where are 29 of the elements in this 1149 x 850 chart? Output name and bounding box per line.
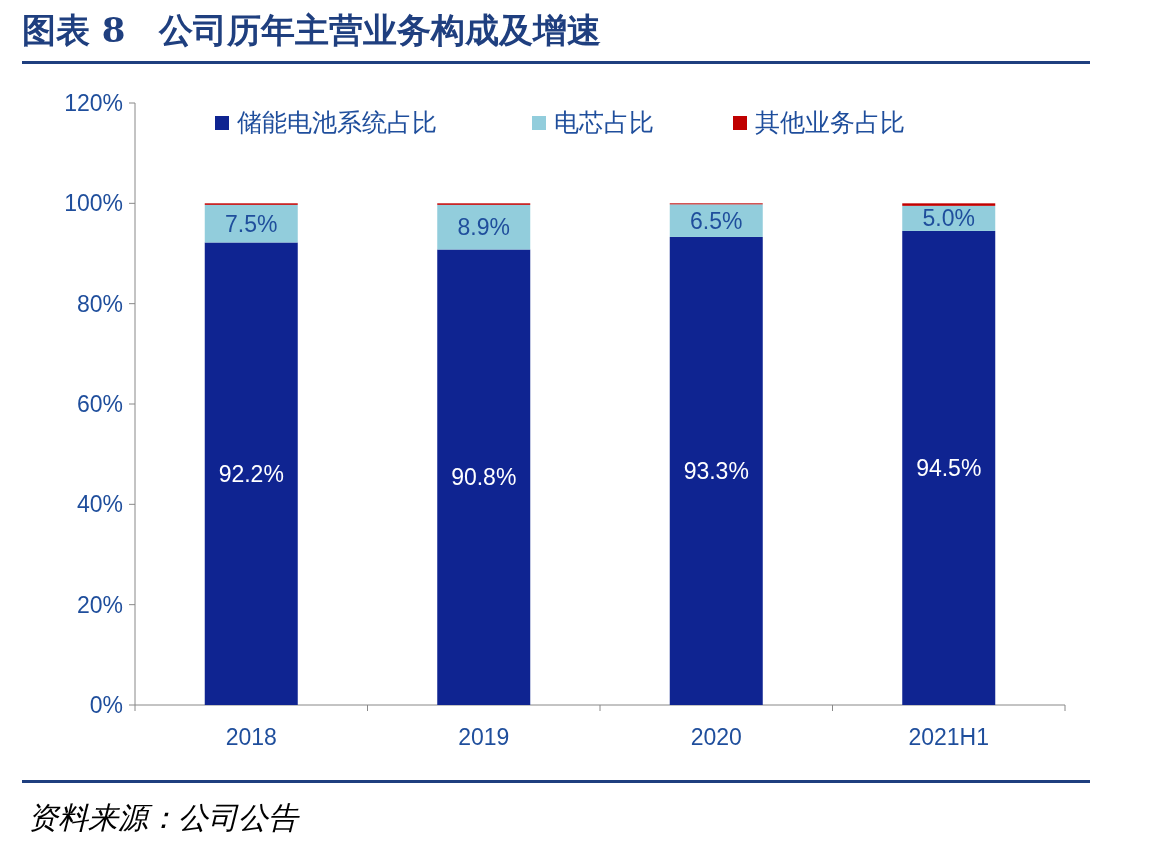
- text: 资料来源：公司公告: [28, 800, 300, 835]
- y-tick-label: 100%: [64, 190, 123, 217]
- legend-label: 电芯占比: [554, 108, 654, 136]
- legend-label: 其他业务占比: [755, 108, 905, 136]
- x-tick-label: 2019: [458, 724, 510, 750]
- y-tick-label: 0%: [89, 692, 123, 718]
- y-tick-label: 80%: [76, 290, 123, 317]
- x-tick-label: 2020: [690, 724, 742, 750]
- x-tick-label: 2018: [225, 724, 277, 750]
- data-label: 8.9%: [457, 214, 510, 241]
- y-tick-label: 120%: [64, 90, 123, 116]
- y-tick-label: 60%: [76, 391, 123, 417]
- data-label: 6.5%: [690, 207, 743, 234]
- data-label: 92.2%: [218, 460, 284, 487]
- chart-title: 图表 8 公司历年主营业务构成及增速: [22, 10, 602, 50]
- y-tick-label: 20%: [76, 591, 123, 618]
- x-tick-label: 2021H1: [908, 724, 990, 750]
- data-label: 7.5%: [225, 210, 278, 237]
- legend-label: 储能电池系统占比: [237, 108, 437, 136]
- data-label: 90.8%: [451, 464, 517, 491]
- bar: [437, 249, 531, 705]
- bar: [902, 230, 996, 705]
- y-tick-label: 40%: [76, 491, 123, 518]
- bar: [902, 203, 996, 206]
- data-label: 93.3%: [683, 457, 749, 484]
- data-label: 94.5%: [916, 454, 982, 481]
- data-label: 5.0%: [922, 205, 975, 232]
- bar: [204, 242, 298, 705]
- bar: [669, 236, 763, 705]
